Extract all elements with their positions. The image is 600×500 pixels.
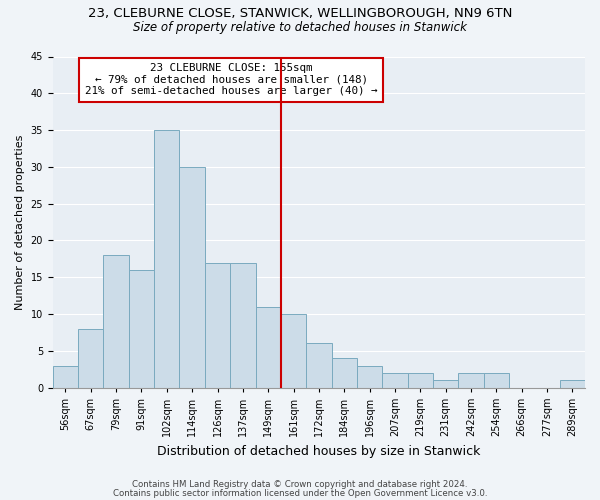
Text: Contains HM Land Registry data © Crown copyright and database right 2024.: Contains HM Land Registry data © Crown c… [132, 480, 468, 489]
Bar [205, 262, 230, 388]
Bar [357, 366, 382, 388]
Bar [230, 262, 256, 388]
Bar [458, 373, 484, 388]
Text: 23 CLEBURNE CLOSE: 155sqm
← 79% of detached houses are smaller (148)
21% of semi: 23 CLEBURNE CLOSE: 155sqm ← 79% of detac… [85, 63, 377, 96]
X-axis label: Distribution of detached houses by size in Stanwick: Distribution of detached houses by size … [157, 444, 481, 458]
Bar [53, 366, 78, 388]
Y-axis label: Number of detached properties: Number of detached properties [15, 134, 25, 310]
Bar [103, 255, 129, 388]
Bar [78, 329, 103, 388]
Bar [382, 373, 407, 388]
Bar [154, 130, 179, 388]
Bar [129, 270, 154, 388]
Bar [256, 306, 281, 388]
Bar [306, 344, 332, 388]
Bar [332, 358, 357, 388]
Bar [407, 373, 433, 388]
Bar [179, 167, 205, 388]
Text: 23, CLEBURNE CLOSE, STANWICK, WELLINGBOROUGH, NN9 6TN: 23, CLEBURNE CLOSE, STANWICK, WELLINGBOR… [88, 8, 512, 20]
Bar [484, 373, 509, 388]
Text: Size of property relative to detached houses in Stanwick: Size of property relative to detached ho… [133, 21, 467, 34]
Bar [560, 380, 585, 388]
Bar [281, 314, 306, 388]
Bar [433, 380, 458, 388]
Text: Contains public sector information licensed under the Open Government Licence v3: Contains public sector information licen… [113, 488, 487, 498]
